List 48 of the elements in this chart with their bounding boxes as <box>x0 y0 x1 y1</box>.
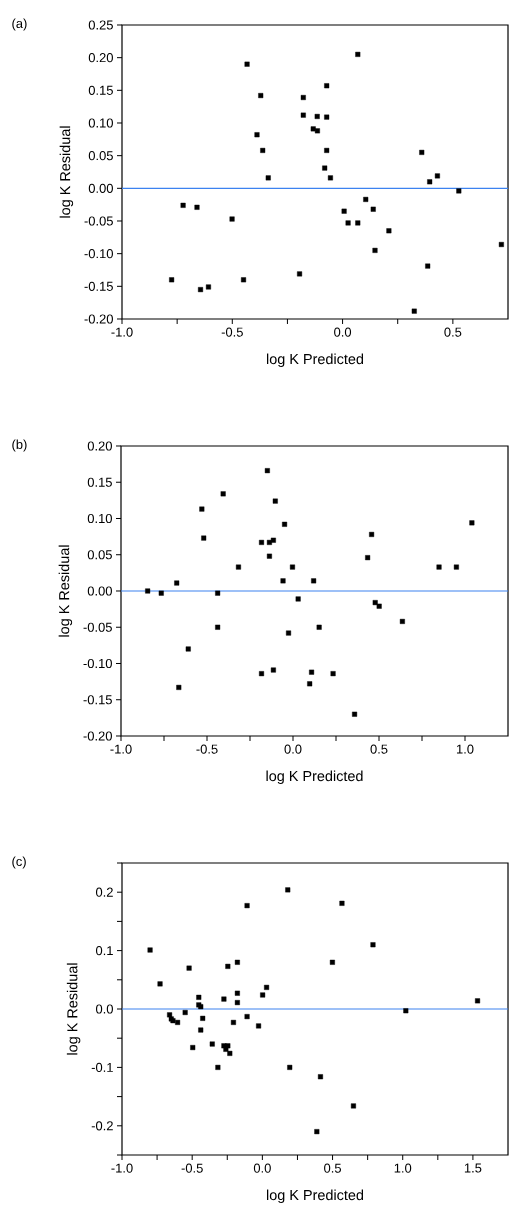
y-tick-label: 0.2 <box>95 887 113 897</box>
y-tick-label: 0.20 <box>87 441 112 451</box>
y-tick-label: 0.10 <box>87 513 112 524</box>
text: (a) <box>12 18 27 31</box>
x-tick-label: 0.5 <box>370 744 388 754</box>
text: (c) <box>12 856 26 869</box>
x-tick-label: 0.5 <box>444 327 462 337</box>
y-tick-label: -0.2 <box>91 1121 113 1131</box>
y-tick-label: -0.20 <box>84 314 113 324</box>
x-tick-label: 0.0 <box>284 744 302 754</box>
y-tick-label: -0.05 <box>84 216 113 226</box>
y-tick-label: 0.15 <box>87 477 112 487</box>
y-tick-label: 0.15 <box>88 85 113 95</box>
y-tick-label: -0.15 <box>84 281 113 291</box>
y-tick-label: -0.1 <box>91 1062 113 1072</box>
x-axis-title: log K Predicted <box>266 770 363 784</box>
y-axis-title: log K Residual <box>66 963 81 1055</box>
x-tick-label: 0.5 <box>324 1163 341 1173</box>
y-tick-label: 0.0 <box>95 1004 113 1014</box>
x-tick-label: 0.0 <box>253 1163 271 1173</box>
x-tick-label: -1.0 <box>111 327 133 337</box>
text: (b) <box>12 439 27 452</box>
x-tick-label: 1.0 <box>456 744 474 754</box>
x-tick-label: 1.0 <box>394 1163 412 1173</box>
y-axis-title: log K Residual <box>59 126 74 218</box>
y-tick-label: -0.20 <box>83 731 112 741</box>
y-tick-label: 0.20 <box>88 53 113 63</box>
y-tick-label: 0.10 <box>88 118 113 128</box>
x-tick-label: -0.5 <box>196 744 218 754</box>
y-tick-label: 0.05 <box>88 151 113 161</box>
x-axis-title: log K Predicted <box>266 353 364 367</box>
y-tick-label: -0.10 <box>84 249 113 259</box>
x-tick-label: -1.0 <box>111 1163 133 1173</box>
y-tick-label: -0.10 <box>83 658 112 669</box>
y-tick-label: -0.15 <box>83 695 112 705</box>
y-tick-label: -0.05 <box>83 622 112 632</box>
x-tick-label: 1.5 <box>464 1163 482 1173</box>
x-tick-label: -1.0 <box>110 744 132 754</box>
y-tick-label: 0.25 <box>88 20 113 30</box>
x-axis-title: log K Predicted <box>266 1189 364 1203</box>
y-axis-title: log K Residual <box>58 545 73 637</box>
y-tick-label: 0.00 <box>87 586 112 596</box>
y-tick-label: 0.1 <box>95 946 113 956</box>
x-tick-label: 0.0 <box>334 327 352 337</box>
x-tick-label: -0.5 <box>181 1163 203 1173</box>
y-tick-label: 0.05 <box>87 550 112 560</box>
x-tick-label: -0.5 <box>221 327 243 337</box>
y-tick-label: 0.00 <box>88 183 113 193</box>
